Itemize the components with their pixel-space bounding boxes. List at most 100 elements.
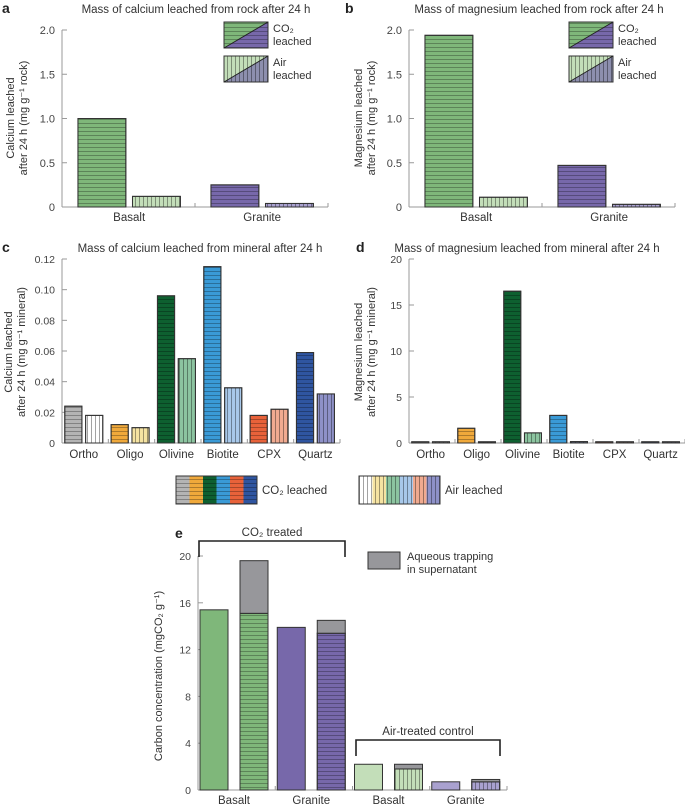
bar-co2-oligo-pattern (457, 427, 476, 444)
legend-swatch-diagonal (223, 21, 269, 49)
x-tick-label: Quartz (298, 449, 333, 461)
bar-solid-co2-granite (276, 626, 306, 791)
panel-b: b Mass of magnesium leached from rock af… (345, 0, 676, 224)
y-tick-label: 15 (390, 300, 402, 312)
chart-title-a: Mass of calcium leached from rock after … (82, 4, 311, 16)
legend-label-line1: CO₂ (618, 23, 639, 35)
group-brackets-e: CO₂ treated Air-treated control (198, 527, 501, 756)
legend-label-line2: leached (273, 36, 312, 48)
y-tick-label: 0.10 (35, 285, 56, 297)
bar-aqueous-co2-basalt (239, 560, 269, 614)
bar-air-oligo-pattern (477, 441, 496, 444)
bar-air-basalt-pattern (478, 196, 528, 208)
legend-label-line1: Air (618, 57, 632, 69)
air-legend-swatch (358, 475, 441, 505)
x-tick-label: Granite (590, 212, 628, 224)
x-tick-label: Quartz (643, 449, 678, 461)
y-axis-label-c-2: after 24 h (mg g⁻¹ mineral) (16, 287, 28, 417)
group-bracket-air-treated: Air-treated control (355, 726, 501, 756)
bar-co2-quartz-pattern (641, 441, 660, 444)
x-tick-label: Basalt (460, 212, 493, 224)
chart-title-d: Mass of magnesium leached from mineral a… (394, 243, 659, 255)
bar-solid-co2-basalt (199, 609, 229, 791)
x-tick-label: Granite (447, 795, 485, 805)
panel-letter-d: d (356, 239, 365, 255)
mineral-legend: CO₂ leached Air leached (175, 475, 503, 505)
bar-air-olivine-pattern (523, 432, 542, 444)
co2-legend-label: CO₂ leached (262, 485, 327, 497)
y-tick-label: 0.04 (35, 377, 56, 389)
y-tick-label: 0.06 (35, 346, 56, 358)
legend-swatch-diagonal (568, 21, 614, 49)
bar-co2-granite-pattern (557, 164, 607, 208)
bar-co2-basalt-pattern (77, 118, 127, 208)
panel-a: a Mass of calcium leached from rock afte… (2, 0, 329, 224)
bars-e (199, 560, 501, 791)
bar-co2-ortho-pattern (411, 441, 430, 444)
y-tick-label: 2.0 (40, 25, 55, 37)
panel-c: c Mass of calcium leached from mineral a… (2, 239, 341, 461)
bar-co2-cpx-pattern (249, 414, 268, 444)
y-axis-label-c-1: Calcium leached (3, 311, 15, 392)
co2-swatch-frame (175, 475, 258, 505)
bar-co2-basalt-pattern (424, 34, 474, 208)
bar-leached-co2-granite-pattern (316, 632, 346, 791)
bar-air-granite-pattern (264, 202, 314, 208)
y-axis-label-b-1: Magnesium leached (353, 69, 365, 167)
x-tick-label: Oligo (117, 449, 144, 461)
bar-co2-quartz-pattern (295, 352, 315, 444)
legend-label-line1: CO₂ (273, 23, 294, 35)
y-tick-label: 10 (390, 346, 402, 358)
bars-d (411, 290, 680, 444)
x-tick-label: CPX (603, 449, 627, 461)
chart-title-c: Mass of calcium leached from mineral aft… (78, 243, 323, 255)
bar-air-quartz-pattern (661, 441, 680, 444)
y-tick-label: 0.5 (40, 158, 55, 170)
panel-letter-b: b (345, 0, 354, 16)
panel-d: d Mass of magnesium leached from mineral… (353, 239, 685, 461)
x-tick-label: Granite (243, 212, 281, 224)
bar-air-quartz-pattern (316, 393, 335, 444)
bar-leached-co2-basalt-pattern (239, 612, 269, 791)
bars-b (424, 34, 661, 208)
y-tick-label: 0.08 (35, 315, 56, 327)
bar-air-oligo-pattern (131, 427, 150, 444)
y-tick-label: 1.5 (387, 69, 402, 81)
y-axis-label-d-2: after 24 h (mg g⁻¹ mineral) (366, 287, 378, 417)
y-tick-label: 20 (390, 254, 402, 266)
y-tick-label: 0.5 (387, 158, 402, 170)
y-tick-label: 16 (179, 598, 191, 610)
x-tick-label: Granite (292, 795, 330, 805)
x-tick-label: Olivine (505, 449, 540, 461)
y-tick-label: 20 (179, 551, 191, 563)
x-tick-label: Biotite (553, 449, 585, 461)
panel-e: e Carbon concentration (mgCO₂ g⁻¹) 0 4 8 12… (153, 525, 508, 805)
y-axis-label-a-1: Calcium leached (5, 77, 17, 158)
bar-aqueous-air-granite (471, 778, 501, 783)
bar-co2-ortho-pattern (64, 405, 83, 444)
bar-co2-cpx-pattern (595, 441, 614, 444)
bar-air-biotite-pattern (569, 441, 588, 444)
bar-aqueous-co2-granite (316, 619, 346, 634)
y-axis-label-a-2: after 24 h (mg g⁻¹ rock) (18, 61, 30, 176)
x-tick-label: Basalt (113, 212, 146, 224)
y-axis-label-d-1: Magnesium leached (353, 303, 365, 401)
y-tick-label: 12 (179, 645, 191, 657)
panel-letter-c: c (2, 239, 10, 255)
x-tick-label: CPX (257, 449, 281, 461)
y-tick-label: 0 (185, 785, 191, 797)
bar-leached-air-basalt-pattern (394, 768, 423, 791)
y-tick-label: 2.0 (387, 25, 402, 37)
legend-swatch-diagonal (223, 55, 269, 83)
bracket-line (198, 540, 346, 557)
y-tick-label: 1.0 (387, 114, 402, 126)
bar-air-cpx-pattern (270, 408, 289, 444)
